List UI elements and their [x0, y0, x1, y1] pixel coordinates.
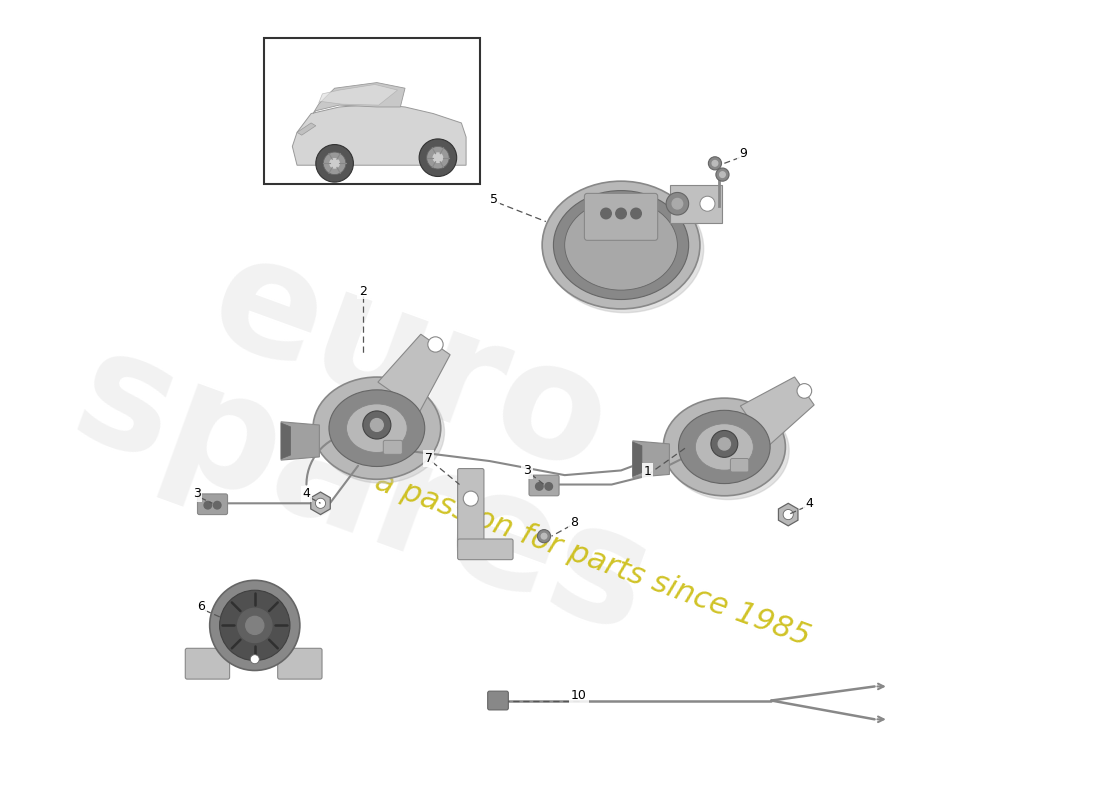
FancyBboxPatch shape — [487, 691, 508, 710]
Circle shape — [433, 153, 442, 162]
Polygon shape — [632, 441, 670, 478]
Circle shape — [205, 502, 211, 509]
Polygon shape — [319, 85, 397, 105]
Circle shape — [667, 193, 689, 215]
Circle shape — [536, 482, 543, 490]
Text: euro
spares: euro spares — [55, 189, 718, 668]
Circle shape — [323, 152, 345, 174]
Circle shape — [371, 418, 383, 431]
FancyBboxPatch shape — [277, 648, 322, 679]
Polygon shape — [740, 377, 814, 446]
Text: 1: 1 — [644, 465, 651, 478]
Circle shape — [427, 146, 449, 169]
Circle shape — [700, 196, 715, 211]
Text: 5: 5 — [491, 193, 498, 206]
Circle shape — [711, 430, 738, 458]
Circle shape — [220, 590, 290, 661]
FancyBboxPatch shape — [185, 648, 230, 679]
FancyBboxPatch shape — [198, 494, 228, 514]
Ellipse shape — [317, 381, 444, 483]
Text: a passion for parts since 1985: a passion for parts since 1985 — [372, 467, 814, 652]
Circle shape — [213, 502, 221, 509]
Ellipse shape — [695, 424, 754, 470]
Ellipse shape — [546, 185, 704, 313]
Text: 4: 4 — [302, 487, 310, 501]
Circle shape — [245, 616, 264, 634]
Text: 3: 3 — [192, 487, 200, 501]
Circle shape — [330, 158, 339, 168]
Ellipse shape — [346, 404, 407, 453]
Bar — [264, 38, 481, 184]
Ellipse shape — [314, 377, 441, 479]
Circle shape — [630, 208, 641, 218]
Polygon shape — [378, 334, 450, 411]
Ellipse shape — [679, 410, 770, 483]
Ellipse shape — [663, 398, 785, 496]
FancyBboxPatch shape — [383, 440, 403, 454]
Circle shape — [783, 510, 793, 520]
Circle shape — [419, 139, 456, 177]
Text: 7: 7 — [425, 452, 432, 465]
Circle shape — [716, 168, 729, 181]
Polygon shape — [779, 503, 798, 526]
Circle shape — [719, 172, 725, 178]
Text: 3: 3 — [524, 464, 531, 477]
Text: 8: 8 — [570, 515, 579, 529]
FancyBboxPatch shape — [730, 458, 749, 472]
Circle shape — [541, 534, 547, 539]
Circle shape — [718, 438, 730, 450]
Circle shape — [316, 498, 326, 508]
FancyBboxPatch shape — [458, 469, 484, 547]
Circle shape — [544, 482, 552, 490]
Text: 9: 9 — [739, 147, 747, 161]
Circle shape — [210, 580, 300, 670]
FancyBboxPatch shape — [458, 539, 513, 560]
Text: 6: 6 — [197, 600, 206, 613]
FancyBboxPatch shape — [584, 194, 658, 240]
Polygon shape — [282, 422, 319, 460]
Circle shape — [428, 337, 443, 352]
Ellipse shape — [542, 181, 700, 309]
Polygon shape — [282, 423, 290, 459]
Circle shape — [316, 145, 353, 182]
Circle shape — [798, 384, 812, 398]
Circle shape — [616, 208, 626, 218]
Polygon shape — [632, 442, 642, 476]
Polygon shape — [297, 123, 316, 135]
Polygon shape — [670, 185, 723, 222]
Polygon shape — [293, 104, 466, 166]
Circle shape — [463, 491, 478, 506]
Ellipse shape — [564, 200, 678, 290]
FancyBboxPatch shape — [529, 475, 559, 496]
Polygon shape — [311, 492, 330, 514]
Text: 10: 10 — [571, 690, 586, 702]
Ellipse shape — [667, 402, 789, 499]
Text: 2: 2 — [359, 285, 366, 298]
Circle shape — [238, 608, 272, 642]
Ellipse shape — [553, 190, 689, 299]
Text: 4: 4 — [805, 497, 813, 510]
Circle shape — [251, 654, 260, 664]
Circle shape — [708, 157, 722, 170]
Circle shape — [363, 411, 390, 439]
Polygon shape — [314, 82, 405, 114]
Ellipse shape — [329, 390, 425, 466]
Circle shape — [601, 208, 612, 218]
Circle shape — [538, 530, 551, 542]
Circle shape — [712, 161, 718, 166]
Circle shape — [672, 198, 683, 209]
